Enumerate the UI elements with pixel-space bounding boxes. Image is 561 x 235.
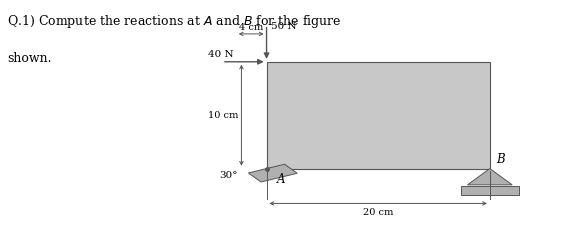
- Bar: [461, 186, 519, 195]
- Text: 40 N: 40 N: [208, 51, 233, 59]
- Text: shown.: shown.: [7, 52, 52, 66]
- Text: A: A: [277, 173, 285, 186]
- Polygon shape: [467, 168, 512, 185]
- Text: B: B: [496, 153, 505, 166]
- Text: 4 cm: 4 cm: [239, 23, 263, 31]
- Text: 10 cm: 10 cm: [208, 111, 238, 120]
- Polygon shape: [249, 164, 297, 182]
- Bar: [266, 62, 490, 168]
- Text: 20 cm: 20 cm: [363, 208, 393, 217]
- Text: 30°: 30°: [219, 171, 238, 180]
- Text: 50 N: 50 N: [271, 22, 297, 31]
- Text: Q.1) Compute the reactions at $\mathit{A}$ and $\mathit{B}$ for the figure: Q.1) Compute the reactions at $\mathit{A…: [7, 13, 342, 30]
